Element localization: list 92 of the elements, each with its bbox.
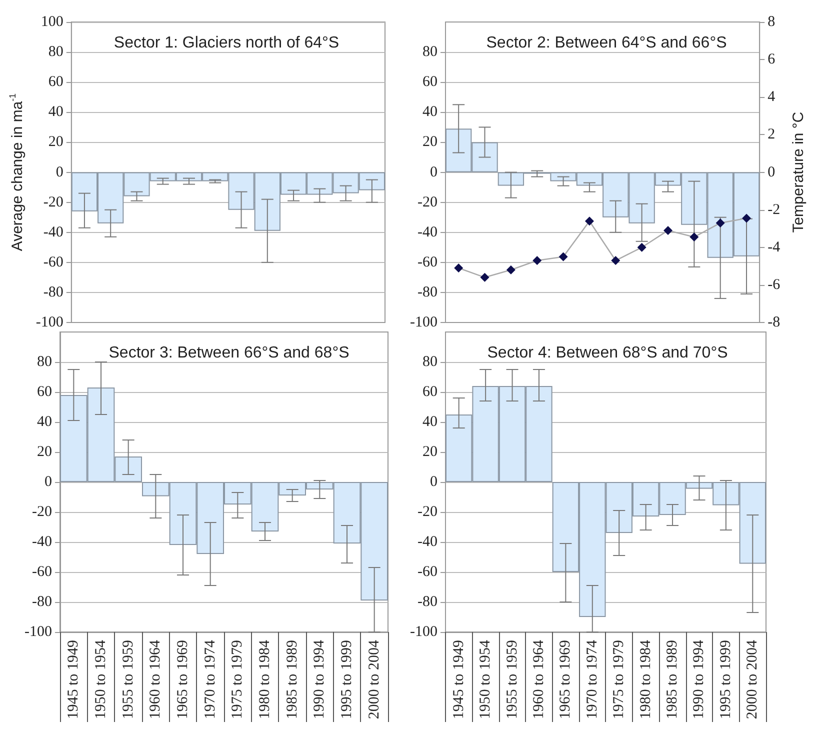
y-tick-label: -80 xyxy=(417,594,438,610)
y-tick-label: -40 xyxy=(43,224,64,240)
y-tick-label: 60 xyxy=(422,74,438,90)
point xyxy=(663,226,672,235)
y-tick-label: -60 xyxy=(43,254,64,270)
point xyxy=(584,216,594,226)
x-tick-label: 1980 to 1984 xyxy=(638,640,654,720)
point xyxy=(558,252,568,262)
x-tick-label: 1975 to 1979 xyxy=(611,640,628,720)
y-tick-label: -20 xyxy=(417,504,438,520)
y-tick-label: -20 xyxy=(32,504,52,520)
y-tick-label: 20 xyxy=(422,444,438,460)
y-tick-label: -60 xyxy=(32,564,52,580)
x-tick-label: 1985 to 1989 xyxy=(284,640,300,720)
x-tick-label: 1945 to 1949 xyxy=(66,640,82,720)
y-tick-label: -80 xyxy=(32,594,52,610)
y-tick-label: 0 xyxy=(430,474,438,490)
x-tick-label: 1960 to 1964 xyxy=(148,640,164,720)
y2-tick-label: 4 xyxy=(768,89,776,106)
x-tick-label: 1955 to 1959 xyxy=(504,640,520,720)
point xyxy=(716,218,725,228)
y2-tick-label: -8 xyxy=(768,314,780,330)
y-tick-label: 80 xyxy=(422,44,438,60)
y-tick-label: 40 xyxy=(48,104,64,120)
y2-axis-title: Temperature in °C xyxy=(790,112,807,233)
x-tick-label: 1970 to 1974 xyxy=(584,640,600,720)
x-tick-label: 1950 to 1954 xyxy=(93,640,109,720)
y-tick-label: 0 xyxy=(44,474,52,490)
y2-tick-label: 6 xyxy=(768,52,776,68)
point xyxy=(454,264,464,273)
y-axis-title: Average change in ma-1 xyxy=(8,93,26,252)
y-tick-label: 60 xyxy=(48,74,64,90)
y2-tick-label: -4 xyxy=(768,239,781,256)
y2-tick-label: -2 xyxy=(768,202,780,218)
y-tick-label: 0 xyxy=(430,164,438,180)
point xyxy=(690,232,699,242)
x-tick-label: 1995 to 1999 xyxy=(339,640,355,720)
point xyxy=(506,265,516,274)
point xyxy=(611,256,620,266)
x-tick-label: 1995 to 1999 xyxy=(718,640,734,720)
point xyxy=(637,242,646,252)
x-tick-label: 1945 to 1949 xyxy=(450,640,467,720)
x-tick-label: 1990 to 1994 xyxy=(691,640,708,720)
y-tick-label: -20 xyxy=(417,194,438,210)
y-tick-label: 60 xyxy=(37,384,52,400)
y-tick-label: -100 xyxy=(24,624,52,640)
y-tick-label: -40 xyxy=(417,224,438,240)
x-tick-label: 2000 to 2004 xyxy=(744,640,761,720)
y-tick-label: -40 xyxy=(32,534,52,550)
text: Sector 1: Glaciers north of 64°S xyxy=(114,34,340,52)
y-tick-label: 40 xyxy=(422,414,438,430)
y2-tick-label: 8 xyxy=(768,14,776,30)
y-tick-label: -60 xyxy=(417,564,438,580)
y-tick-label: 80 xyxy=(48,44,64,60)
point xyxy=(742,214,752,223)
x-tick-label: 1965 to 1969 xyxy=(558,640,574,720)
y2-tick-label: 2 xyxy=(768,126,776,143)
y-tick-label: 80 xyxy=(37,354,52,370)
y2-tick-label: -6 xyxy=(768,276,781,293)
y-tick-label: 20 xyxy=(422,134,438,150)
text: Sector 2: Between 64°S and 66°S xyxy=(486,34,727,52)
text: Sector 4: Between 68°S and 70°S xyxy=(487,344,728,362)
point xyxy=(480,272,490,282)
x-tick-label: 1970 to 1974 xyxy=(202,640,218,720)
y-tick-label: -80 xyxy=(417,284,438,300)
y-tick-label: -60 xyxy=(417,254,438,270)
text: Sector 3: Between 66°S and 68°S xyxy=(108,344,350,362)
y-tick-label: -100 xyxy=(36,314,64,330)
point xyxy=(532,256,542,266)
x-tick-label: 1990 to 1994 xyxy=(312,640,328,720)
x-tick-label: 1955 to 1959 xyxy=(120,640,136,720)
y-tick-label: 20 xyxy=(48,134,64,150)
y-tick-label: 40 xyxy=(422,104,438,120)
x-tick-label: 1980 to 1984 xyxy=(257,640,273,720)
x-tick-label: 1975 to 1979 xyxy=(230,640,246,720)
y-tick-label: -80 xyxy=(43,284,64,300)
y-tick-label: 20 xyxy=(37,444,52,460)
y-tick-label: 40 xyxy=(37,414,52,430)
y-tick-label: 100 xyxy=(40,14,64,30)
y-tick-label: -40 xyxy=(417,534,438,550)
y-tick-label: 0 xyxy=(56,164,64,180)
y-tick-label: 80 xyxy=(422,354,438,370)
y2-tick-label: 0 xyxy=(768,164,776,180)
x-tick-label: 1985 to 1989 xyxy=(664,640,681,720)
y-tick-label: -100 xyxy=(410,314,438,330)
x-tick-label: 1960 to 1964 xyxy=(530,640,547,720)
y-tick-label: -20 xyxy=(43,194,64,210)
y-tick-label: 60 xyxy=(422,384,438,400)
x-tick-label: 2000 to 2004 xyxy=(366,640,382,720)
y-tick-label: -100 xyxy=(410,624,438,640)
x-tick-label: 1965 to 1969 xyxy=(175,640,191,720)
x-tick-label: 1950 to 1954 xyxy=(478,640,494,720)
